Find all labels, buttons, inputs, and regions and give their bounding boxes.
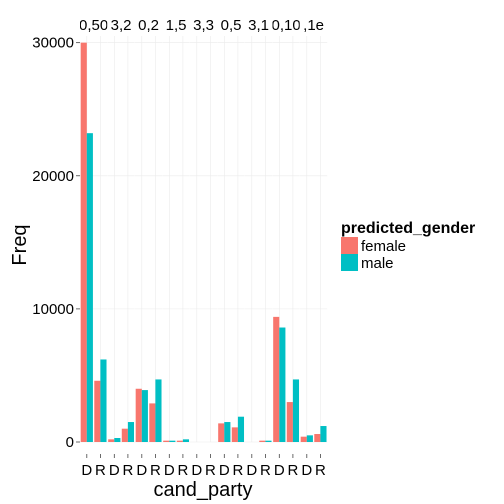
facet-panel: 3,2 D R bbox=[108, 17, 135, 479]
bar-female-D bbox=[81, 43, 87, 442]
facet-strip-label: 3,2 bbox=[111, 17, 132, 34]
bar-male-R bbox=[183, 439, 189, 442]
facet-strip-label: 0,10 bbox=[271, 17, 300, 34]
bar-male-R bbox=[238, 417, 244, 442]
bar-female-R bbox=[232, 427, 238, 442]
y-axis: 0 10000 20000 30000 bbox=[32, 35, 80, 451]
x-tick-label: D bbox=[219, 462, 230, 479]
bar-female-R bbox=[287, 402, 293, 442]
x-tick-label: R bbox=[232, 462, 243, 479]
facet-panel: 0,10 D R bbox=[271, 17, 300, 479]
x-tick-label: R bbox=[205, 462, 216, 479]
facet-panel: 0,2 D R bbox=[135, 17, 162, 479]
facet-panel: 0,5 D R bbox=[218, 17, 245, 479]
facet-panel: 0,50 D R bbox=[79, 17, 108, 479]
bar-male-D bbox=[114, 438, 120, 442]
x-tick-label: D bbox=[164, 462, 175, 479]
bar-male-R bbox=[320, 426, 326, 442]
y-tick-label: 20000 bbox=[32, 168, 74, 185]
y-tick-label: 0 bbox=[66, 434, 74, 451]
x-tick-label: R bbox=[260, 462, 271, 479]
x-tick-label: R bbox=[122, 462, 133, 479]
y-tick-label: 10000 bbox=[32, 301, 74, 318]
legend-title: predicted_gender bbox=[341, 220, 475, 237]
facet-panel: 3,3 D R bbox=[190, 17, 217, 479]
x-tick-label: D bbox=[191, 462, 202, 479]
bar-male-D bbox=[142, 390, 148, 442]
x-tick-label: D bbox=[109, 462, 120, 479]
bar-male-R bbox=[155, 379, 161, 442]
facet-strip-label: 3,1 bbox=[248, 17, 269, 34]
bar-male-D bbox=[279, 328, 285, 442]
facet-panel: 3,1 D R bbox=[245, 17, 272, 479]
bar-female-R bbox=[122, 429, 128, 442]
bar-male-R bbox=[128, 422, 134, 442]
facet-strip-label: 0,50 bbox=[79, 17, 108, 34]
x-tick-label: D bbox=[136, 462, 147, 479]
bar-male-D bbox=[169, 441, 175, 442]
bar-female-R bbox=[149, 403, 155, 442]
x-tick-label: D bbox=[301, 462, 312, 479]
bar-female-D bbox=[163, 441, 169, 442]
bar-female-D bbox=[108, 439, 114, 442]
facet-strip-label: 3,3 bbox=[193, 17, 214, 34]
x-tick-label: R bbox=[287, 462, 298, 479]
bar-female-D bbox=[301, 437, 307, 442]
chart-panels: 0,50D R3,2D R0,2D R1,5D R3,3D R0,5D R3,1D R0,10… bbox=[79, 17, 327, 479]
facet-panel: ,1e D R bbox=[300, 17, 327, 479]
bar-female-D bbox=[273, 317, 279, 442]
legend-key-female bbox=[341, 237, 358, 254]
x-tick-label: R bbox=[95, 462, 106, 479]
x-tick-label: D bbox=[274, 462, 285, 479]
x-tick-label: R bbox=[150, 462, 161, 479]
facet-panel: 1,5 D R bbox=[163, 17, 190, 479]
bar-male-D bbox=[307, 435, 313, 442]
legend: predicted_gender female male bbox=[341, 220, 475, 272]
bar-female-R bbox=[94, 381, 100, 442]
y-axis-title: Freq bbox=[9, 224, 31, 265]
bar-female-D bbox=[218, 423, 224, 442]
bar-female-R bbox=[259, 441, 265, 442]
bar-male-D bbox=[224, 422, 230, 442]
x-tick-label: R bbox=[177, 462, 188, 479]
facet-strip-label: 0,2 bbox=[138, 17, 159, 34]
x-tick-label: D bbox=[81, 462, 92, 479]
legend-label-female: female bbox=[361, 238, 406, 255]
facet-strip-label: 0,5 bbox=[221, 17, 242, 34]
bar-male-R bbox=[293, 379, 299, 442]
y-tick-label: 30000 bbox=[32, 35, 74, 52]
facet-strip-label: 1,5 bbox=[166, 17, 187, 34]
bar-female-R bbox=[177, 441, 183, 442]
legend-label-male: male bbox=[361, 255, 394, 272]
legend-key-male bbox=[341, 254, 358, 271]
x-axis-title: cand_party bbox=[154, 479, 253, 501]
x-tick-label: R bbox=[315, 462, 326, 479]
bar-male-R bbox=[100, 359, 106, 442]
bar-female-R bbox=[314, 434, 320, 442]
bar-female-D bbox=[136, 389, 142, 442]
x-tick-label: D bbox=[246, 462, 257, 479]
facet-strip-label: ,1e bbox=[303, 17, 324, 34]
bar-male-D bbox=[87, 133, 93, 442]
bar-male-R bbox=[265, 441, 271, 442]
